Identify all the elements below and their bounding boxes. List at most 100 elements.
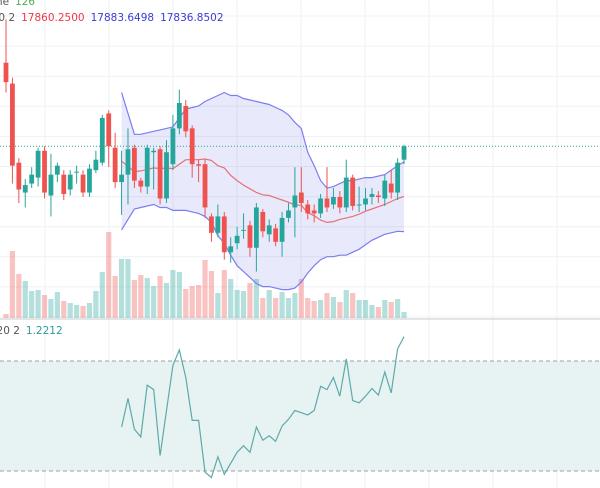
candle-body: [241, 229, 246, 231]
volume-bar: [138, 275, 144, 318]
percent-b-band-background: [0, 360, 600, 472]
candle-body: [369, 194, 375, 198]
candle-body: [10, 83, 15, 166]
volume-bar: [86, 303, 93, 318]
bollinger-bands: [121, 91, 405, 291]
candle-body: [209, 216, 214, 233]
volume-bar: [337, 302, 343, 318]
volume-bar: [67, 303, 73, 318]
candle-body: [286, 210, 291, 218]
candle-body: [311, 210, 317, 214]
volume-legend: Volume 126: [0, 0, 35, 8]
candle-body: [67, 174, 73, 190]
volume-bar: [74, 305, 80, 318]
volume-bar: [362, 300, 369, 318]
candle-body: [337, 197, 343, 208]
percent-b-legend-name: %B 20 2: [0, 325, 20, 337]
candle-body: [189, 128, 195, 165]
volume-bar: [305, 298, 311, 318]
candle-body: [273, 228, 279, 242]
volume-bar: [157, 276, 163, 318]
volume-bar: [395, 299, 401, 318]
candle-body: [266, 225, 272, 235]
volume-bar: [118, 259, 125, 318]
bollinger-legend: BB 20 2 17860.2500 17883.6498 17836.8502: [0, 12, 224, 24]
volume-bar: [279, 292, 285, 318]
volume-bar: [176, 272, 182, 318]
candle-body: [196, 164, 201, 166]
candle-body: [106, 113, 112, 147]
volume-bar: [292, 293, 298, 318]
volume-legend-value: 126: [15, 0, 36, 8]
bollinger-fill: [121, 92, 404, 290]
candle-body: [80, 174, 86, 193]
volume-bar: [144, 278, 150, 318]
volume-bar: [41, 295, 48, 318]
bollinger-upper-value: 17883.6498: [90, 12, 155, 24]
candle-body: [42, 150, 47, 193]
candle-body: [350, 177, 356, 206]
percent-b-line: [121, 336, 405, 479]
volume-bar: [54, 292, 60, 318]
volume-bar: [343, 290, 349, 318]
volume-bar: [208, 271, 215, 318]
percent-b-line-path: [121, 336, 405, 479]
volume-bar: [247, 283, 253, 318]
candle-body: [170, 128, 176, 165]
candle-body: [343, 177, 349, 208]
candle-body: [318, 198, 323, 214]
volume-bar: [16, 274, 22, 318]
volume-bar: [273, 298, 279, 318]
candle-body: [183, 105, 189, 132]
candle-body: [164, 152, 169, 199]
volume-bar: [317, 300, 324, 318]
candle-body: [99, 117, 105, 163]
candle-body: [375, 195, 381, 198]
volume-bar: [215, 293, 221, 318]
candlesticks: [0, 19, 600, 272]
candle-body: [132, 147, 137, 181]
volume-bar: [221, 270, 227, 318]
candle-body: [144, 147, 150, 187]
candle-body: [157, 149, 163, 199]
volume-bar: [266, 290, 272, 318]
volume-bar: [22, 281, 28, 318]
volume-bar: [285, 298, 292, 318]
candle-body: [119, 174, 124, 183]
candle-body: [35, 150, 41, 178]
volume-legend-name: Volume: [0, 0, 10, 8]
candle-body: [138, 180, 144, 187]
volume-bar: [369, 305, 375, 318]
volume-bar: [183, 289, 189, 318]
candle-body: [279, 217, 285, 242]
candle-body: [401, 146, 407, 160]
candle-body: [356, 204, 362, 206]
candle-body: [247, 225, 253, 248]
candle-body: [151, 150, 157, 153]
volume-bar: [93, 291, 99, 318]
candle-body: [260, 211, 266, 232]
candle-body: [54, 165, 60, 175]
volume-bar: [163, 283, 170, 318]
volume-bar: [189, 286, 195, 318]
candle-body: [331, 197, 336, 205]
volume-bar: [80, 306, 86, 318]
volume-bar: [350, 293, 356, 318]
volume-bar: [196, 285, 202, 318]
volume-bars: [3, 232, 407, 318]
candle-body: [22, 185, 28, 193]
volume-bar: [356, 300, 362, 318]
candle-body: [382, 180, 388, 199]
volume-bar: [106, 232, 112, 318]
volume-bar: [234, 290, 240, 318]
candle-body: [112, 147, 118, 183]
candle-body: [298, 192, 304, 203]
candle-body: [48, 174, 54, 196]
candle-body: [388, 183, 394, 193]
volume-bar: [324, 293, 330, 318]
volume-bar: [228, 279, 234, 318]
candle-body: [215, 216, 221, 233]
candle-body: [221, 216, 227, 253]
volume-bar: [170, 270, 176, 318]
